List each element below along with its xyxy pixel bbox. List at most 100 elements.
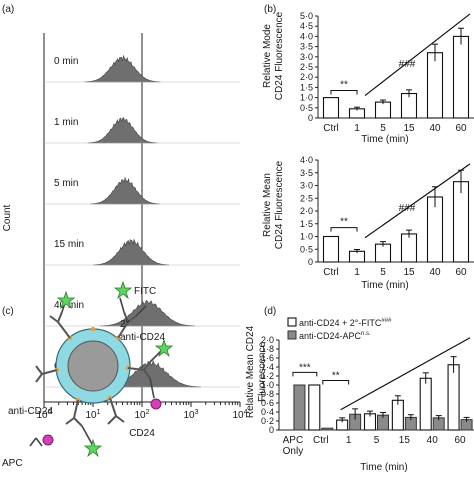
antibody-1 [49, 311, 71, 339]
legend-label-fitc: anti-CD24 + 2°-FITC### [299, 318, 392, 328]
antibody-4 [35, 365, 58, 383]
panel-d-sig-label-1: *** [299, 362, 311, 373]
panel-b-top-ylabel-line1: Relative Mode [262, 24, 273, 88]
panel-label-b: (b) [264, 4, 276, 15]
panel-b-bottom-y-tick-label: 3·0 [300, 181, 313, 191]
panel-b-top-x-tick-label: 15 [403, 123, 415, 134]
panel-label-c: (c) [2, 306, 14, 317]
panel-a-series-label: 15 min [54, 239, 84, 250]
panel-d-sig-bracket-1 [292, 371, 318, 377]
panel-b-top-x-tick-label: 1 [354, 123, 360, 134]
panel-d-bar [419, 377, 432, 431]
antibody-5 [65, 399, 83, 427]
panel-b-bottom-x-tick-label: 15 [403, 267, 415, 278]
panel-b-top-y-tick-label: 3·5 [300, 42, 313, 52]
panel-a-xlabel: CD24 [129, 428, 155, 439]
panel-b-top-y-tick-label: 3·0 [300, 52, 313, 62]
panel-b-top-y-tick-label: 2·5 [300, 62, 313, 72]
panel-b-bottom-x-tick-label: 40 [429, 267, 441, 278]
panel-b-top-sig-label: ** [340, 79, 348, 90]
panel-d-sig-bracket-2 [322, 380, 350, 385]
panel-d-ylabel-line2: Fluorescence [257, 342, 268, 402]
panel-d-y-tick-label: 0·2 [261, 416, 274, 426]
label-anti-cd24: anti-CD24 [8, 406, 53, 417]
panel-b-bottom-ylabel-line2: CD24 Fluorescence [274, 160, 285, 249]
panel-b-bottom-y-tick-label: 1·5 [300, 219, 313, 229]
panel-d-y-tick-label: 0·6 [261, 398, 274, 408]
panel-d-y-tick-label: 0·4 [261, 407, 274, 417]
panel-b-bottom-trend-label: ### [399, 203, 416, 214]
panel-b-top-x-tick-label: 40 [429, 123, 441, 134]
panel-d-y-tick-label: 1·2 [261, 371, 274, 381]
panel-d-sig-label-2: ** [332, 371, 340, 382]
panel-a-x-tick-label: 100 [36, 409, 51, 421]
panel-d-chart: Relative Mean CD24 Fluorescence Time (mi… [245, 317, 408, 473]
panel-b-bottom-chart: Relative Mean CD24 Fluorescence Time (mi… [262, 160, 409, 291]
legend-swatch-apc [287, 330, 297, 340]
antibody-group [35, 311, 151, 427]
panel-b-bottom-bar [400, 233, 418, 263]
panel-b-bottom-y-tick-label: 0·5 [300, 244, 313, 254]
panel-a-series-label: 1 min [54, 117, 78, 128]
panel-b-top-trend-line [364, 13, 471, 97]
panel-b-bottom-x-tick-label: 5 [380, 267, 386, 278]
panel-b-top-ylabel-line2: CD24 Fluorescence [274, 11, 285, 100]
panel-d-x-tick-label: Only [283, 446, 304, 457]
panel-d-bar [447, 364, 460, 431]
legend-swatch-fitc [287, 317, 297, 327]
panel-a-x-ticks: 100 101 102 103 104 [36, 402, 248, 421]
panel-a-x-tick-label: 103 [183, 409, 198, 421]
panel-b-top-y-tick-label: 4·0 [300, 31, 313, 41]
panel-b-top-y-tick-label: 0·5 [300, 103, 313, 113]
antibody-6 [107, 397, 125, 425]
panel-b-bottom-xlabel: Time (min) [361, 280, 408, 291]
panel-d-trend-line [340, 337, 471, 411]
panel-b-top-bar [374, 101, 392, 119]
panel-b-top-y-tick-label: 2·0 [300, 72, 313, 82]
panel-b-top-y-tick-label: 1·0 [300, 93, 313, 103]
label-secondary: 2° [120, 319, 130, 330]
antibody-3 [127, 361, 151, 379]
panel-b-bottom-y-tick-label: 2·5 [300, 193, 313, 203]
panel-b-bottom-x-tick-label: 1 [354, 267, 360, 278]
panel-a-series-label: 5 min [54, 178, 78, 189]
panel-a-histogram [87, 116, 158, 144]
label-fitc: FITC [134, 286, 156, 297]
panel-d-x-tick-label: Ctrl [313, 435, 329, 446]
panel-b-bottom-y-tick-label: 4·0 [300, 155, 313, 165]
panel-label-d: (d) [264, 306, 276, 317]
panel-a-series-label: 0 min [54, 56, 78, 67]
panel-a-ylabel: Count [2, 204, 13, 231]
panel-d-x-tick-label: APC [283, 435, 304, 446]
panel-b-top-y-tick-label: 5·0 [300, 11, 313, 21]
apc-link [149, 377, 155, 399]
panel-b-bottom-x-tick-label: 60 [455, 267, 467, 278]
panel-a-x-tick-label: 102 [134, 409, 149, 421]
secondary-2 [119, 297, 147, 317]
panel-b-top-y-tick-label: 1·5 [300, 82, 313, 92]
panel-b-bottom-sig-label: ** [340, 217, 348, 228]
panel-d-y-tick-label: 2·0 [261, 335, 274, 345]
panel-b-top-xlabel: Time (min) [361, 134, 408, 145]
panel-b-bottom-bar [374, 243, 392, 263]
panel-b-top-y-tick-label: 4·5 [300, 21, 313, 31]
panel-d-x-tick-label: 5 [374, 435, 380, 446]
cd24-marker [90, 326, 96, 332]
panel-d-y-tick-label: 1·0 [261, 380, 274, 390]
panel-d-x-tick-label: 40 [427, 435, 439, 446]
panel-b-top-y-tick-label: 0 [308, 113, 313, 123]
panel-b-top-x-tick-label: 60 [455, 123, 467, 134]
panel-d-y-tick-label: 0 [269, 425, 274, 435]
cell-nucleus [67, 340, 119, 392]
panel-b-top-chart: Relative Mode CD24 Fluorescence Time (mi… [262, 11, 409, 145]
panel-a-histogram [100, 299, 195, 327]
fitc-star-icon [83, 438, 103, 458]
free-antibody-icon [29, 437, 43, 447]
panel-b-bottom-y-tick-label: 1·0 [300, 232, 313, 242]
panel-a-histogram [93, 238, 170, 266]
fitc-star-icon [56, 290, 76, 310]
panel-d-xlabel: Time (min) [360, 462, 407, 473]
panel-d-x-tick-label: 60 [455, 435, 467, 446]
